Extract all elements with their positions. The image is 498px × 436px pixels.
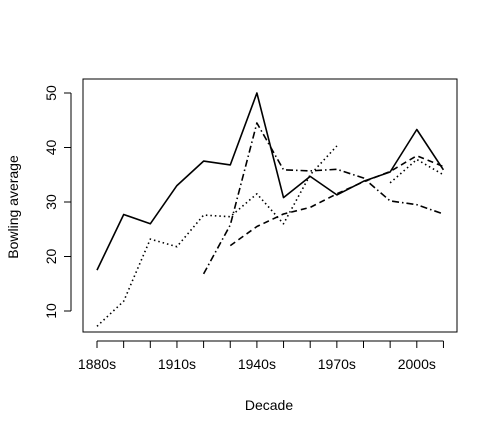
x-tick-label: 1910s — [158, 356, 196, 372]
y-tick-label: 40 — [43, 140, 59, 156]
series-line-dotted — [96, 145, 338, 327]
x-tick-label: 2000s — [398, 356, 436, 372]
y-tick-label: 10 — [43, 303, 59, 319]
y-axis-label: Bowling average — [5, 155, 21, 259]
y-tick-label: 50 — [43, 85, 59, 101]
series-line-dashed — [229, 154, 444, 247]
x-axis: 1880s 1910s 1940s 1970s 2000s — [78, 340, 444, 372]
x-tick-label: 1880s — [78, 356, 116, 372]
y-tick-label: 20 — [43, 249, 59, 265]
plot-frame — [82, 78, 458, 333]
y-axis: 10 20 30 40 50 — [43, 85, 72, 319]
series-line-dotted — [389, 158, 444, 184]
y-tick-label: 30 — [43, 194, 59, 210]
x-axis-label: Decade — [245, 397, 293, 413]
series-line-dashdot — [202, 122, 444, 275]
x-tick-label: 1970s — [318, 356, 356, 372]
series-lines — [96, 92, 445, 327]
x-tick-label: 1940s — [238, 356, 276, 372]
